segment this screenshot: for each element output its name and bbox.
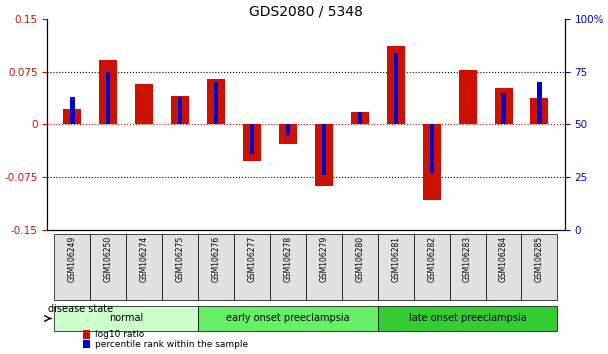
Bar bbox=[351, 112, 369, 125]
Bar bbox=[315, 125, 333, 186]
Text: GSM106283: GSM106283 bbox=[463, 236, 472, 282]
Bar bbox=[494, 88, 513, 125]
FancyBboxPatch shape bbox=[450, 234, 486, 300]
Text: GSM106274: GSM106274 bbox=[140, 236, 149, 282]
Text: GSM106278: GSM106278 bbox=[283, 236, 292, 282]
Text: early onset preeclampsia: early onset preeclampsia bbox=[226, 314, 350, 324]
FancyBboxPatch shape bbox=[234, 234, 270, 300]
FancyBboxPatch shape bbox=[126, 234, 162, 300]
FancyBboxPatch shape bbox=[522, 234, 558, 300]
Text: GSM106285: GSM106285 bbox=[535, 236, 544, 282]
Bar bbox=[207, 79, 225, 125]
FancyBboxPatch shape bbox=[83, 340, 89, 348]
Text: percentile rank within the sample: percentile rank within the sample bbox=[95, 340, 248, 349]
Bar bbox=[99, 60, 117, 125]
Bar bbox=[171, 96, 189, 125]
Bar bbox=[358, 112, 362, 125]
FancyBboxPatch shape bbox=[198, 234, 234, 300]
FancyBboxPatch shape bbox=[91, 234, 126, 300]
Bar bbox=[71, 97, 75, 125]
Bar bbox=[136, 84, 153, 125]
FancyBboxPatch shape bbox=[55, 234, 91, 300]
Bar bbox=[286, 125, 290, 135]
Text: GSM106249: GSM106249 bbox=[68, 236, 77, 282]
Bar bbox=[63, 109, 81, 125]
Text: disease state: disease state bbox=[48, 304, 113, 314]
Bar bbox=[214, 82, 218, 125]
Bar bbox=[393, 53, 398, 125]
Text: GSM106279: GSM106279 bbox=[319, 236, 328, 282]
Bar bbox=[423, 125, 441, 200]
Bar bbox=[537, 82, 542, 125]
FancyBboxPatch shape bbox=[270, 234, 306, 300]
Title: GDS2080 / 5348: GDS2080 / 5348 bbox=[249, 4, 363, 18]
Bar bbox=[387, 46, 405, 125]
Bar bbox=[106, 72, 111, 125]
Bar bbox=[178, 97, 182, 125]
Bar bbox=[502, 93, 506, 125]
FancyBboxPatch shape bbox=[378, 234, 413, 300]
Bar bbox=[531, 98, 548, 125]
Bar bbox=[429, 125, 434, 173]
Text: normal: normal bbox=[109, 314, 143, 324]
Bar bbox=[243, 125, 261, 161]
Text: GSM106275: GSM106275 bbox=[176, 236, 185, 282]
FancyBboxPatch shape bbox=[342, 234, 378, 300]
Text: GSM106282: GSM106282 bbox=[427, 236, 436, 282]
Text: GSM106281: GSM106281 bbox=[392, 236, 400, 282]
FancyBboxPatch shape bbox=[486, 234, 522, 300]
Bar bbox=[322, 125, 326, 175]
FancyBboxPatch shape bbox=[55, 306, 198, 331]
FancyBboxPatch shape bbox=[413, 234, 450, 300]
Text: GSM106250: GSM106250 bbox=[104, 236, 113, 282]
Bar bbox=[250, 125, 254, 154]
Text: late onset preeclampsia: late onset preeclampsia bbox=[409, 314, 527, 324]
FancyBboxPatch shape bbox=[306, 234, 342, 300]
Text: GSM106277: GSM106277 bbox=[247, 236, 257, 282]
Text: GSM106280: GSM106280 bbox=[355, 236, 364, 282]
Text: GSM106284: GSM106284 bbox=[499, 236, 508, 282]
Bar bbox=[458, 70, 477, 125]
FancyBboxPatch shape bbox=[83, 330, 89, 338]
FancyBboxPatch shape bbox=[378, 306, 558, 331]
Text: GSM106276: GSM106276 bbox=[212, 236, 221, 282]
Bar bbox=[279, 125, 297, 144]
FancyBboxPatch shape bbox=[162, 234, 198, 300]
Text: log10 ratio: log10 ratio bbox=[95, 330, 144, 339]
FancyBboxPatch shape bbox=[198, 306, 378, 331]
